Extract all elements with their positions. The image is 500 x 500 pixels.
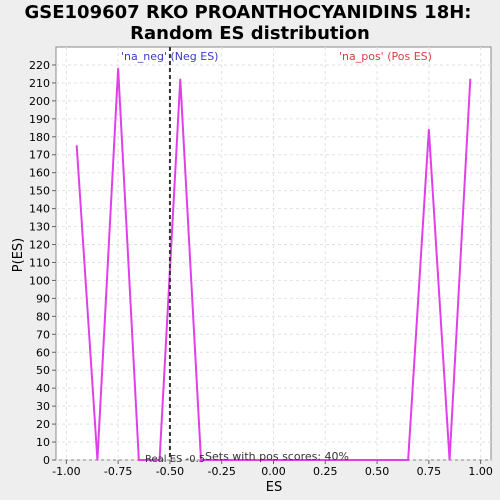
- title-line-1: GSE109607 RKO PROANTHOCYANIDINS 18H:: [25, 2, 472, 23]
- data-point: [158, 459, 161, 461]
- series-line: [75, 68, 472, 461]
- grid-lines: [56, 47, 491, 461]
- y-tick-label: 110: [29, 256, 50, 269]
- y-tick-label: 170: [29, 149, 50, 162]
- chart-title: GSE109607 RKO PROANTHOCYANIDINS 18H: Ran…: [25, 2, 472, 44]
- x-tick-label: -0.25: [207, 465, 235, 478]
- y-tick-label: 180: [29, 131, 50, 144]
- y-tick-label: 90: [36, 292, 50, 305]
- y-tick-label: 40: [36, 382, 50, 395]
- y-tick-label: 200: [29, 95, 50, 108]
- title-line-2: Random ES distribution: [130, 23, 370, 44]
- real-es-annotation: Real ES -0.5: [145, 454, 205, 465]
- y-tick-label: 220: [29, 59, 50, 72]
- data-point: [469, 78, 472, 81]
- y-tick-label: 120: [29, 239, 50, 252]
- x-tick-label: 0.75: [417, 465, 442, 478]
- y-tick-label: 0: [43, 454, 50, 467]
- x-tick-label: 0.00: [261, 465, 286, 478]
- x-axis: -1.00 -0.75 -0.50 -0.25 0.00 0.25 0.50 0.75 1.00: [52, 460, 493, 478]
- y-tick-label: 150: [29, 185, 50, 198]
- data-point: [117, 67, 119, 70]
- y-tick-label: 10: [36, 436, 50, 449]
- y-tick-label: 160: [29, 167, 50, 180]
- y-tick-label: 130: [29, 221, 50, 234]
- x-tick-label: 1.00: [468, 465, 493, 478]
- x-tick-label: -0.75: [104, 465, 132, 478]
- data-point: [448, 459, 451, 461]
- y-tick-label: 70: [36, 328, 50, 341]
- x-tick-label: 0.25: [313, 465, 338, 478]
- pos-scores-annotation: Sets with pos scores: 40%: [205, 450, 349, 463]
- y-tick-label: 50: [36, 364, 50, 377]
- y-axis-label: P(ES): [11, 238, 26, 272]
- neg-es-annotation: 'na_neg' (Neg ES): [121, 50, 218, 63]
- y-tick-label: 140: [29, 203, 50, 216]
- x-tick-label: 0.50: [365, 465, 390, 478]
- y-tick-label: 190: [29, 113, 50, 126]
- pos-es-annotation: 'na_pos' (Pos ES): [339, 50, 432, 63]
- y-tick-label: 100: [29, 274, 50, 287]
- data-point: [75, 144, 78, 147]
- y-tick-label: 60: [36, 346, 50, 359]
- x-tick-label: -1.00: [52, 465, 80, 478]
- data-point: [200, 459, 202, 461]
- data-point: [428, 128, 430, 131]
- y-tick-label: 30: [36, 400, 50, 413]
- data-point: [179, 78, 182, 81]
- x-axis-label: ES: [266, 480, 282, 495]
- data-point: [407, 459, 409, 461]
- y-tick-label: 210: [29, 77, 50, 90]
- y-tick-label: 80: [36, 310, 50, 323]
- x-tick-label: -0.50: [156, 465, 184, 478]
- y-tick-label: 20: [36, 418, 50, 431]
- data-point: [96, 459, 99, 461]
- y-axis: 0 10 20 30 40 50 60 70 80 90 100 110 120 130 140 150 160…: [29, 59, 56, 467]
- data-point: [138, 459, 140, 461]
